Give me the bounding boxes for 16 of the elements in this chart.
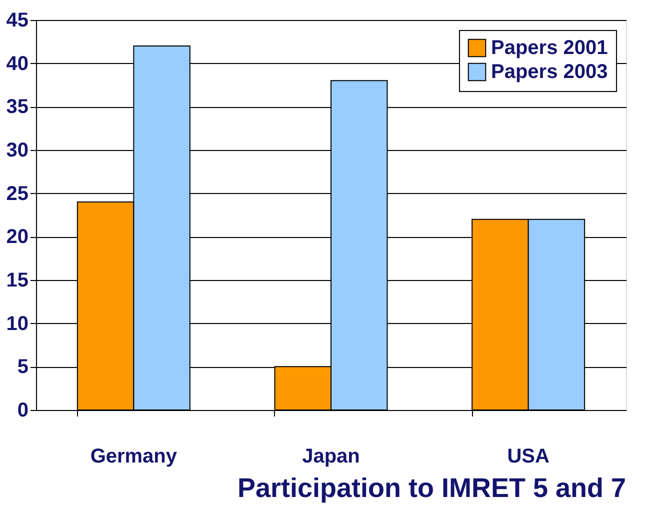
legend-label: Papers 2003 — [491, 61, 608, 83]
x-tick-label: USA — [507, 446, 550, 468]
y-tick-label: 45 — [6, 10, 28, 32]
y-tick-label: 40 — [6, 52, 28, 75]
y-tick-label: 25 — [6, 182, 28, 205]
y-tick-label: 10 — [6, 312, 28, 335]
y-tick-label: 15 — [6, 270, 28, 292]
legend-label: Papers 2001 — [491, 37, 608, 59]
y-tick-label: 35 — [6, 96, 28, 118]
text: Participation to IMRET 5 and 7 — [237, 473, 626, 503]
x-tick-label: Germany — [90, 446, 178, 468]
y-tick-label: 0 — [17, 400, 28, 422]
y-tick-label: 30 — [6, 140, 28, 162]
y-tick-label: 5 — [17, 356, 28, 378]
x-tick-label: Japan — [302, 446, 360, 468]
y-tick-label: 20 — [6, 226, 28, 248]
